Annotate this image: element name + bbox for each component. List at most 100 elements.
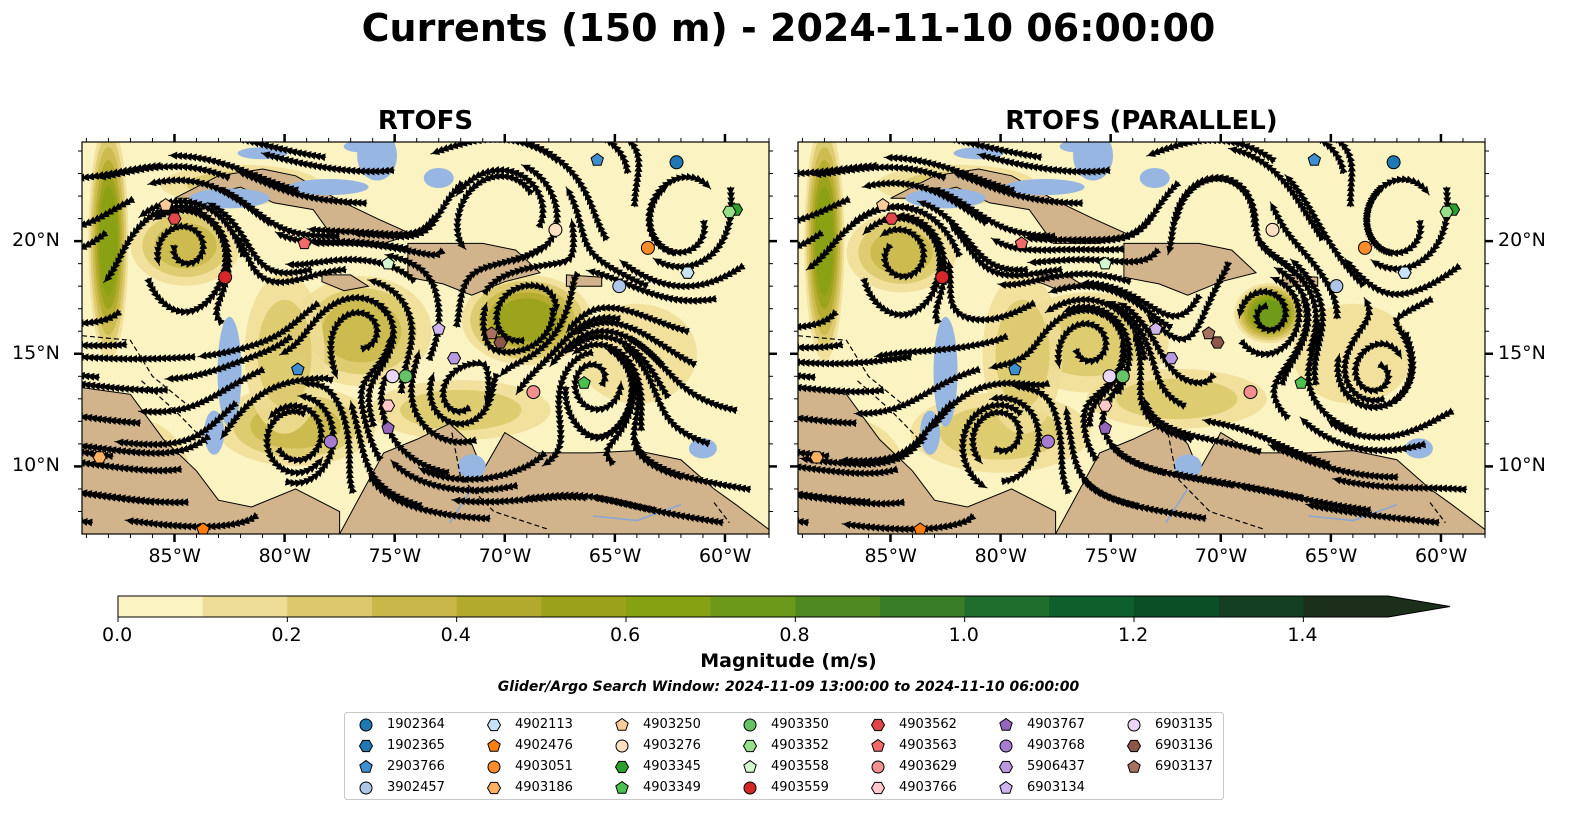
- float-marker-4903768: [323, 434, 338, 449]
- float-marker-4903349: [577, 375, 591, 389]
- speed-contour: [495, 298, 558, 342]
- legend-item-1902365: 1902365: [357, 736, 481, 756]
- legend-label: 4903768: [1027, 738, 1085, 753]
- float-marker-6903136: [493, 336, 508, 349]
- legend-item-1902364: 1902364: [357, 715, 481, 735]
- map-rtofs: [74, 134, 777, 542]
- circle-marker-icon: [615, 739, 629, 753]
- legend-label: 4903350: [771, 717, 829, 732]
- float-marker-4903629: [526, 385, 541, 400]
- streamline: [519, 142, 632, 175]
- colorbar-segment: [1218, 596, 1304, 617]
- float-marker-4902113: [680, 266, 695, 279]
- legend-label: 4903250: [643, 717, 701, 732]
- streamline: [492, 281, 561, 346]
- legend-item-6903137: 6903137: [1125, 757, 1249, 777]
- legend-item-2903766: 2903766: [357, 757, 481, 777]
- legend-label: 4903051: [515, 759, 573, 774]
- map-panels: [74, 134, 1493, 542]
- speed-contour: [576, 303, 697, 404]
- pentagon-marker-icon: [359, 759, 373, 773]
- land: [240, 142, 275, 143]
- legend-label: 2903766: [387, 759, 445, 774]
- lon-tick-label: 80°W: [974, 545, 1028, 567]
- float-marker-4903250: [876, 197, 890, 211]
- circle-marker-icon: [743, 718, 757, 732]
- lon-tick-label: 60°W: [698, 545, 752, 567]
- colorbar-tick-label: 1.0: [948, 624, 979, 646]
- legend-label: 6903136: [1155, 738, 1213, 753]
- colorbar-tick-label: 0.6: [610, 624, 641, 646]
- legend-item-4902113: 4902113: [485, 715, 609, 735]
- float-marker-4903563: [297, 236, 312, 250]
- float-marker-4903250: [158, 197, 173, 211]
- float-marker-4903559: [218, 270, 233, 285]
- streamline: [367, 472, 491, 523]
- float-marker-6903137: [1201, 326, 1216, 340]
- legend-item-4903558: 4903558: [741, 757, 865, 777]
- legend-item-4903629: 4903629: [869, 757, 993, 777]
- float-marker-4903559: [935, 270, 950, 285]
- pentagon-marker-icon: [615, 780, 629, 794]
- streamline: [82, 308, 123, 328]
- speed-contour: [154, 222, 217, 269]
- streamline: [841, 512, 977, 534]
- colorbar-segment: [372, 596, 458, 617]
- colorbar-segment: [287, 596, 373, 617]
- legend-label: 4903349: [643, 780, 701, 795]
- float-marker-4903558: [381, 256, 395, 270]
- lat-tick-label: 15°N: [12, 341, 60, 364]
- streamline: [267, 401, 326, 465]
- colorbar-segment: [118, 596, 204, 617]
- legend: 1902364 1902365 2903766 3902457 4902113 49024…: [344, 712, 1224, 800]
- streamline: [874, 332, 1009, 360]
- float-marker-6903134: [1149, 321, 1163, 335]
- speed-contour: [1292, 303, 1413, 404]
- lon-tick-label: 75°W: [368, 545, 422, 567]
- pentagon-marker-icon: [999, 717, 1013, 731]
- float-marker-4903767: [1098, 420, 1112, 434]
- shallow-water: [1404, 438, 1433, 459]
- float-marker-4903349: [1294, 375, 1308, 389]
- float-marker-3902457: [612, 279, 627, 294]
- hexagon-marker-icon: [998, 760, 1014, 774]
- legend-label: 4903767: [1027, 717, 1085, 732]
- streamline: [1341, 331, 1417, 412]
- streamline: [916, 200, 1029, 275]
- legend-item-4903766: 4903766: [869, 778, 993, 798]
- streamline: [82, 433, 212, 458]
- colorbar-tick-label: 0.4: [440, 624, 471, 646]
- legend-label: 4903766: [899, 780, 957, 795]
- legend-label: 4903563: [899, 738, 957, 753]
- streamline: [82, 455, 183, 475]
- float-marker-5906437: [447, 352, 462, 365]
- shallow-water: [1004, 179, 1085, 196]
- float-marker-4903562: [167, 212, 182, 225]
- legend-item-4903349: 4903349: [613, 778, 737, 798]
- float-marker-4903558: [1098, 256, 1112, 270]
- streamline: [1351, 339, 1403, 395]
- streamline: [438, 358, 493, 416]
- colorbar: [117, 595, 1451, 622]
- lon-tick-label: 65°W: [588, 545, 642, 567]
- pentagon-marker-icon: [871, 738, 885, 752]
- land: [565, 274, 603, 287]
- float-marker-6903135: [385, 369, 400, 384]
- shallow-water: [423, 168, 454, 189]
- colorbar-segment: [1134, 596, 1220, 617]
- colorbar-label: Magnitude (m/s): [700, 650, 877, 672]
- country-border: [451, 432, 549, 531]
- circle-marker-icon: [999, 739, 1013, 753]
- shallow-water: [343, 142, 380, 153]
- streamline: [219, 374, 335, 440]
- colorbar-tick-label: 0.2: [271, 624, 302, 646]
- hexagon-marker-icon: [870, 781, 886, 795]
- lon-tick-label: 60°W: [1414, 545, 1468, 567]
- float-marker-4902476: [196, 522, 210, 534]
- legend-label: 1902365: [387, 738, 445, 753]
- float-marker-1902364: [669, 155, 684, 170]
- hexagon-marker-icon: [870, 718, 886, 732]
- circle-marker-icon: [359, 718, 373, 732]
- pentagon-marker-icon: [1127, 759, 1141, 773]
